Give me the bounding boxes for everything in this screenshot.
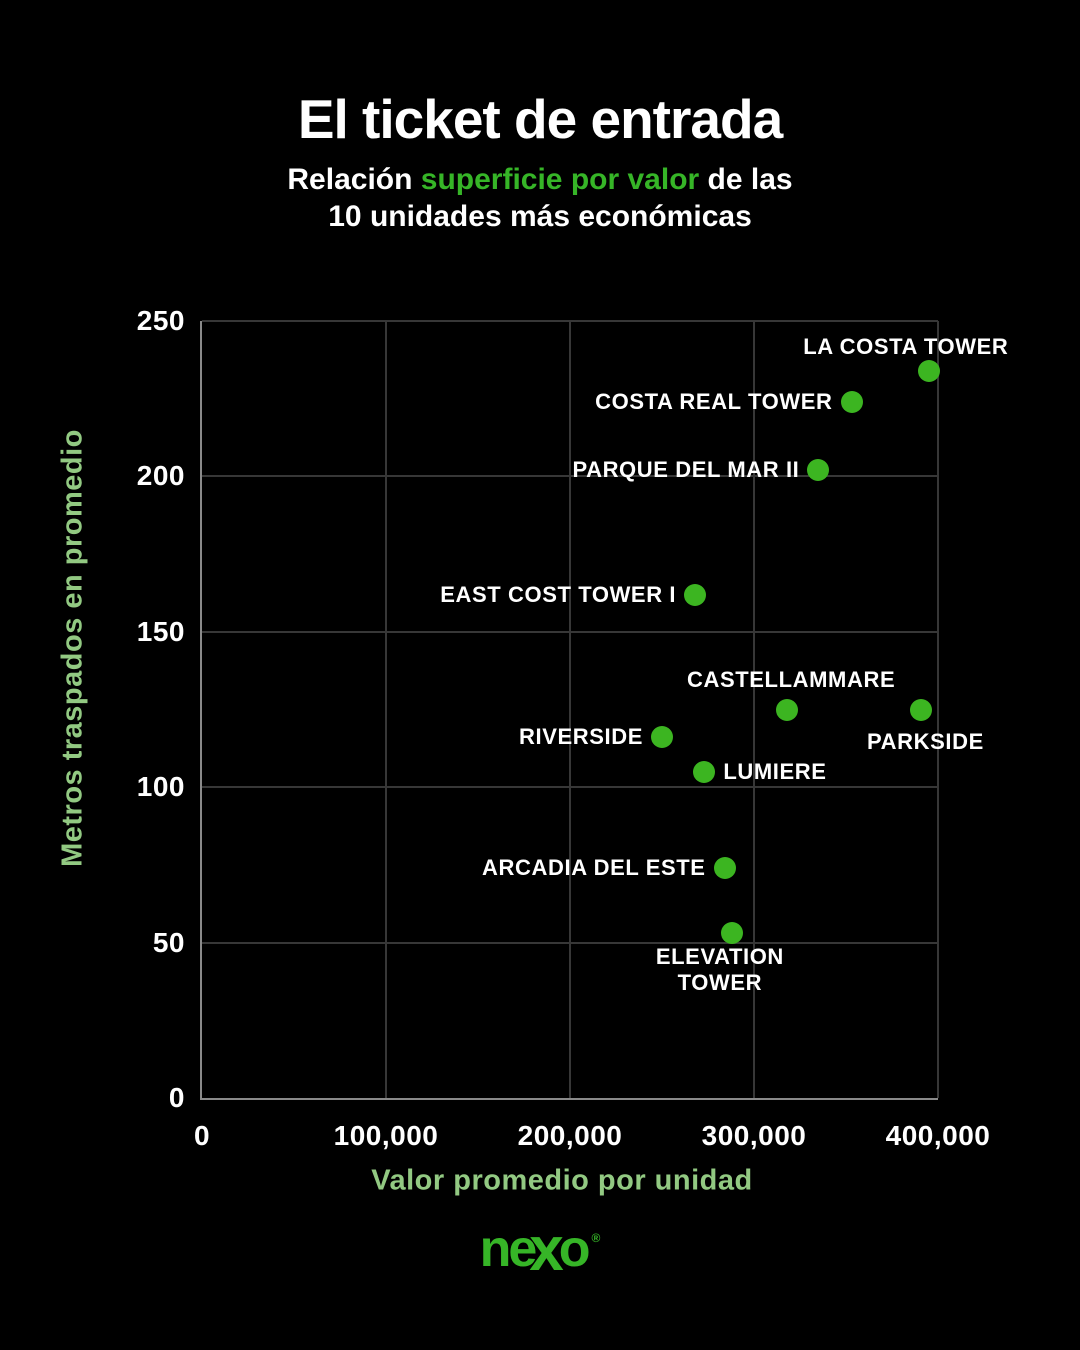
y-tick-label: 50 [152,926,185,958]
data-point-label: ELEVATION TOWER [655,944,784,996]
y-axis-title: Metros traspados en promedio [56,429,89,867]
subtitle-line2: 10 unidades más económicas [328,199,752,233]
y-tick-label: 200 [136,460,185,492]
gridline-horizontal [202,475,938,478]
data-point-dot [807,459,830,482]
subtitle-text-post: de las [699,162,793,196]
gridline-vertical [937,321,939,1098]
data-point-dot [840,390,863,413]
data-point-label: CASTELLAMMARE [686,666,896,692]
gridline-horizontal [202,630,938,633]
x-tick-label: 100,000 [333,1120,439,1151]
data-point-dot [693,760,716,783]
gridline-vertical [385,321,387,1098]
chart-header: El ticket de entrada Relación superficie… [0,88,1080,235]
y-tick-label: 100 [136,771,185,803]
data-point-label: PARKSIDE [867,728,984,754]
x-tick-label: 300,000 [701,1120,807,1151]
data-point-dot [917,359,940,382]
data-point-label: RIVERSIDE [519,724,643,750]
registered-mark-icon: ® [591,1231,601,1245]
x-tick-label: 200,000 [517,1120,623,1151]
data-point-label: COSTA REAL TOWER [595,388,833,414]
x-tick-label: 400,000 [885,1120,991,1151]
gridline-horizontal [202,320,938,322]
gridline-horizontal [202,786,938,789]
logo-text-o: o [558,1220,591,1278]
y-tick-label: 0 [168,1082,185,1113]
data-point-label: ARCADIA DEL ESTE [482,855,706,880]
x-axis-title: Valor promedio por unidad [371,1164,753,1197]
logo-text-x: x [529,1215,564,1284]
data-point-dot [776,698,799,721]
subtitle-highlight: superficie por valor [420,162,700,196]
plot-area [200,321,938,1100]
gridline-vertical [569,321,571,1098]
data-point-label: LA COSTA TOWER [803,333,1009,359]
chart-title: El ticket de entrada [297,88,783,150]
gridline-horizontal [202,941,938,944]
y-tick-label: 250 [136,305,185,336]
data-point-dot [910,698,933,721]
nexo-logo: nexo® [479,1215,601,1281]
gridline-vertical [753,321,755,1098]
x-tick-label: 0 [193,1120,211,1151]
subtitle-text-pre: Relación [287,162,421,196]
y-tick-label: 150 [136,615,185,647]
data-point-label: PARQUE DEL MAR II [572,457,800,483]
data-point-label: LUMIERE [723,758,827,784]
chart-subtitle: Relación superficie por valor de las 10 u… [0,161,1080,235]
data-point-dot [720,922,743,945]
data-point-dot [713,857,736,879]
data-point-dot [651,726,673,749]
logo-text-ne: ne [479,1220,538,1278]
data-point-dot [684,583,707,606]
data-point-label: EAST COST TOWER I [440,581,677,607]
